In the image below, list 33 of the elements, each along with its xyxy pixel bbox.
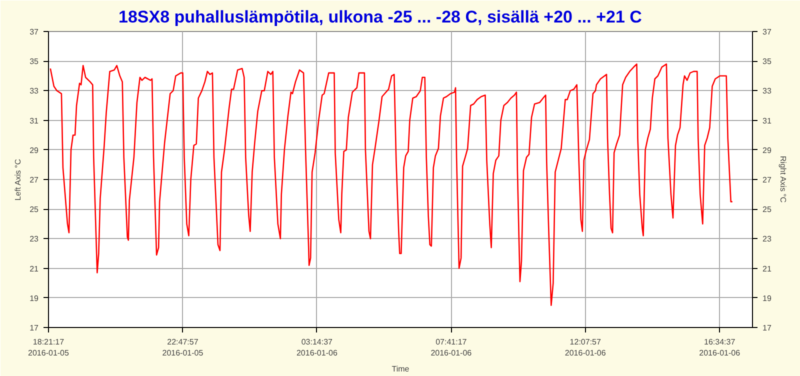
y2-tick-label: 33 [762, 86, 772, 96]
y-tick-label: 31 [30, 116, 40, 126]
y2-tick-label: 21 [762, 264, 772, 274]
y2-tick-label: 35 [762, 57, 772, 66]
y2-tick-label: 29 [762, 146, 772, 155]
y-tick-label: 29 [30, 146, 40, 155]
x-tick-label: 07:41:17 2016-01-06 [430, 338, 472, 358]
y2-axis-title: Right Axis °C [778, 156, 788, 203]
x-axis-title: Time [392, 364, 410, 374]
y2-tick-label: 19 [762, 294, 772, 303]
y-tick-label: 35 [30, 57, 40, 66]
y-tick-label: 19 [30, 294, 40, 303]
y2-tick-label: 31 [762, 116, 772, 126]
y-tick-label: 21 [30, 264, 40, 274]
y-tick-label: 17 [30, 324, 40, 332]
x-tick-label: 03:14:37 2016-01-06 [296, 338, 338, 358]
x-tick-label: 22:47:57 2016-01-05 [162, 338, 204, 358]
y-tick-label: 23 [30, 234, 40, 244]
line-series [50, 63, 734, 306]
x-tick-label: 18:21:17 2016-01-05 [28, 338, 70, 358]
y-tick-label: 33 [30, 86, 40, 96]
x-tick-label: 16:34:37 2016-01-06 [699, 338, 741, 358]
y2-tick-label: 17 [762, 324, 772, 332]
y2-tick-label: 23 [762, 234, 772, 244]
chart-title: 18SX8 puhalluslämpötila, ulkona -25 ... -28 C, sisällä +20 ... +21 C [118, 8, 642, 26]
y2-tick-label: 27 [762, 176, 772, 184]
x-tick-label: 12:07:57 2016-01-06 [564, 338, 606, 358]
y-tick-label: 25 [30, 205, 40, 214]
y-tick-label: 37 [30, 28, 40, 36]
y-tick-label: 27 [30, 176, 40, 184]
y2-tick-label: 37 [762, 28, 772, 36]
y-axis-title: Left Axis °C [14, 158, 23, 200]
y2-tick-label: 25 [762, 205, 772, 214]
